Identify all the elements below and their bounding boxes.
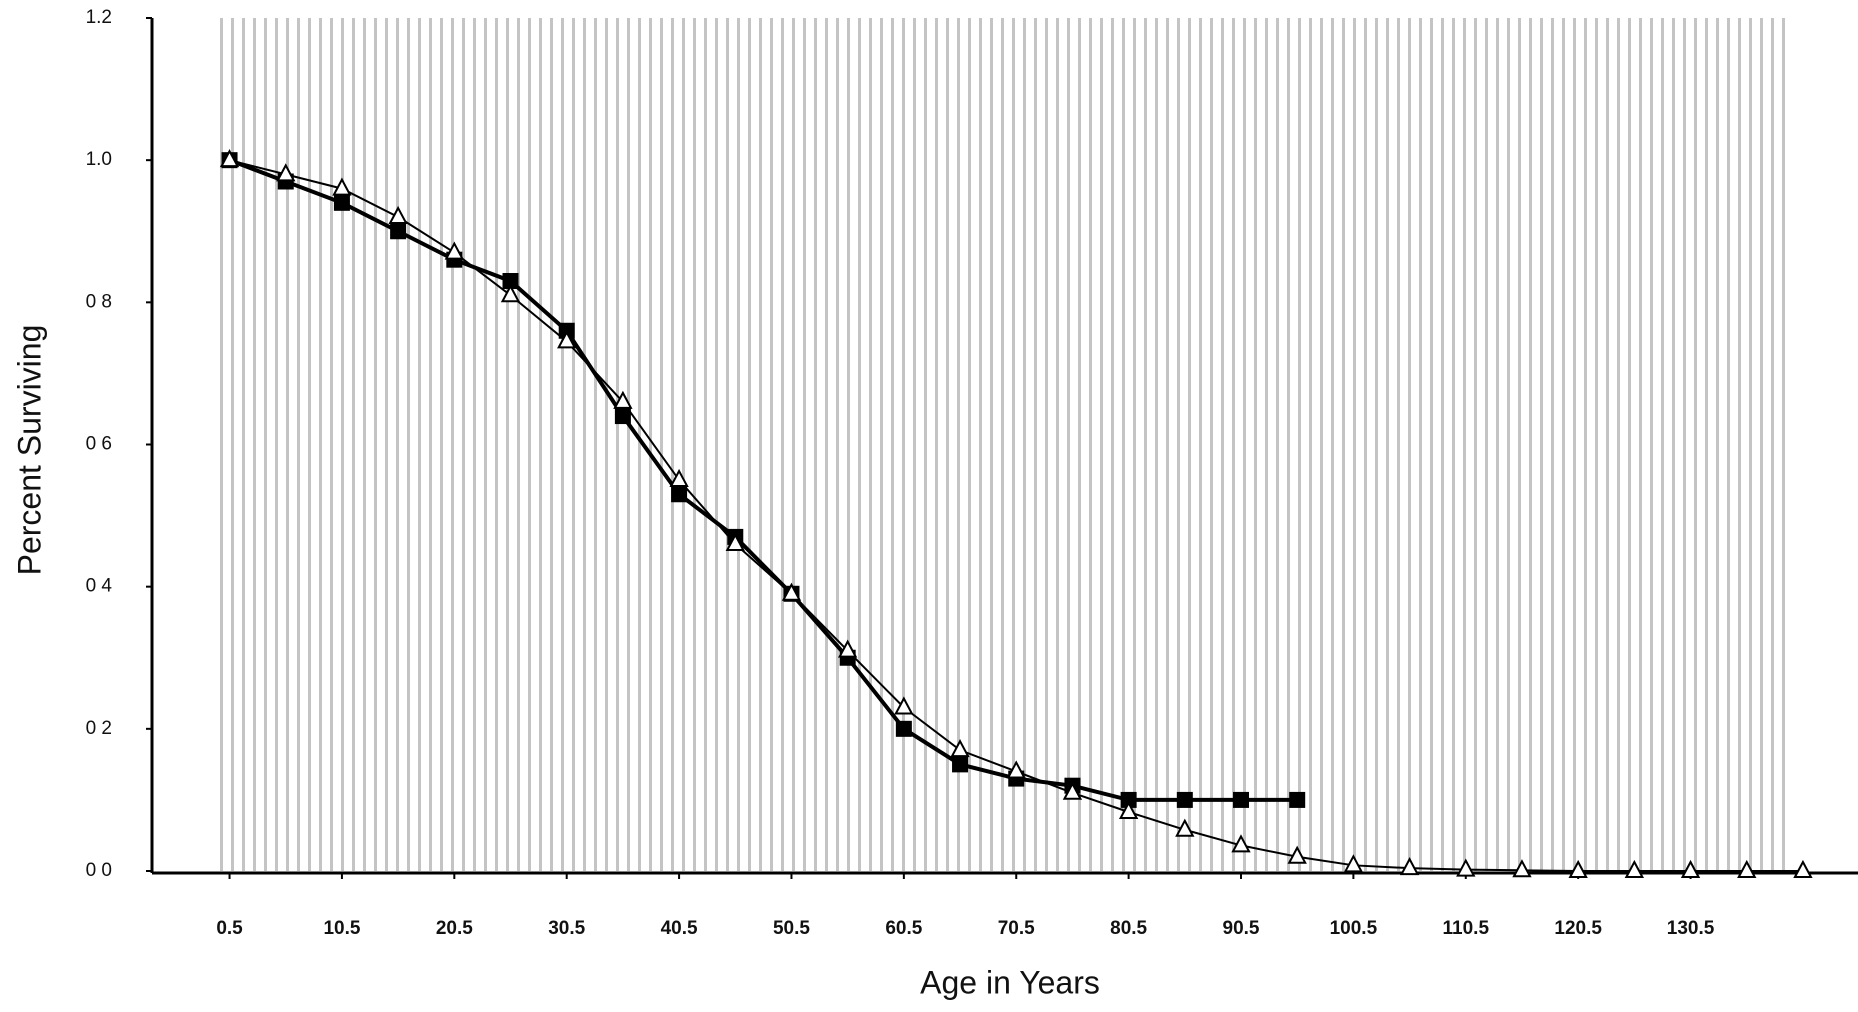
triangle-marker <box>1006 760 1026 779</box>
square-marker <box>1176 791 1193 808</box>
triangle-marker <box>1118 800 1139 820</box>
square-marker <box>671 486 688 503</box>
triangle-marker <box>219 149 240 168</box>
x-tick-label: 10.5 <box>323 918 360 939</box>
square-marker <box>1120 791 1137 808</box>
x-tick-label: 90.5 <box>1223 918 1260 939</box>
x-tick-label: 100.5 <box>1330 918 1378 939</box>
x-tick-label: 30.5 <box>548 918 585 939</box>
triangle-marker <box>500 284 521 303</box>
y-axis-title: Percent Surviving <box>11 325 47 576</box>
x-tick-label: 80.5 <box>1110 918 1147 939</box>
square-marker <box>895 720 912 737</box>
triangle-marker <box>1456 858 1476 877</box>
triangle-marker <box>1062 781 1083 800</box>
x-tick-label: 40.5 <box>661 918 698 939</box>
x-tick-label: 50.5 <box>773 918 810 939</box>
triangle-marker <box>1343 854 1364 873</box>
square-marker <box>502 273 519 290</box>
triangle-marker <box>669 468 689 488</box>
x-tick-label: 70.5 <box>998 918 1035 939</box>
y-tick-label: 0 2 <box>86 718 112 739</box>
y-tick-label: 0 6 <box>86 434 112 455</box>
triangle-marker <box>444 241 464 260</box>
scan-hatching <box>215 18 1785 871</box>
triangle-marker <box>388 205 408 225</box>
triangle-marker <box>950 739 970 758</box>
x-axis-title: Age in Years <box>920 964 1100 1000</box>
y-tick-label: 1.0 <box>86 149 112 170</box>
triangle-marker <box>1680 859 1701 878</box>
x-tick-label: 60.5 <box>885 918 922 939</box>
square-marker <box>614 408 631 425</box>
y-tick-label: 0 4 <box>86 576 113 597</box>
x-tick-label: 120.5 <box>1554 918 1602 939</box>
square-marker <box>333 194 350 211</box>
triangle-marker <box>725 532 745 552</box>
triangle-marker <box>837 639 858 658</box>
triangle-marker <box>1175 818 1195 837</box>
triangle-marker <box>276 163 296 182</box>
square-marker <box>952 756 969 773</box>
y-tick-label: 0 8 <box>86 291 112 312</box>
triangle-marker <box>1231 834 1251 853</box>
x-tick-label: 20.5 <box>436 918 473 939</box>
y-tick-label: 0 0 <box>86 860 112 881</box>
triangle-marker <box>332 177 352 196</box>
triangle-marker <box>1737 859 1757 878</box>
triangle-marker <box>1287 845 1307 864</box>
triangle-marker <box>1512 859 1532 878</box>
x-tick-label: 130.5 <box>1667 918 1715 939</box>
triangle-marker <box>613 390 633 409</box>
triangle-marker <box>557 330 577 349</box>
square-marker <box>1233 791 1250 808</box>
triangle-marker <box>1399 857 1420 876</box>
series-line <box>228 158 1298 802</box>
square-marker <box>390 223 407 240</box>
triangle-marker <box>781 582 802 601</box>
x-tick-label: 110.5 <box>1443 918 1490 939</box>
square-marker <box>1289 791 1306 808</box>
x-tick-label: 0.5 <box>216 918 243 939</box>
y-tick-label: 1.2 <box>86 7 112 28</box>
triangle-marker <box>1793 859 1813 878</box>
triangle-marker <box>1624 859 1645 878</box>
triangle-marker <box>894 696 914 715</box>
triangle-marker <box>1568 859 1588 878</box>
